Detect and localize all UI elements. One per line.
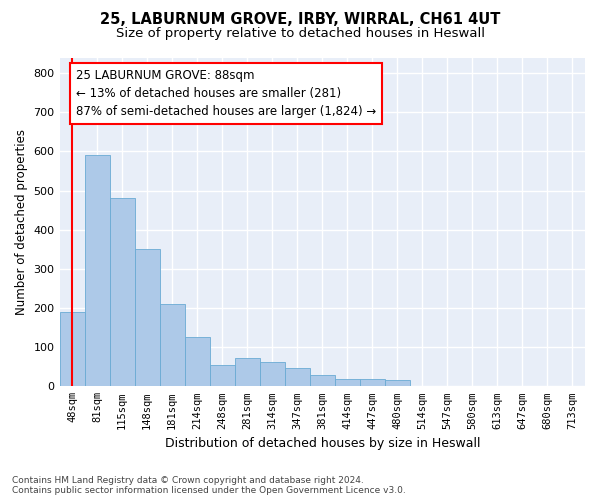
Text: Size of property relative to detached houses in Heswall: Size of property relative to detached ho… bbox=[115, 28, 485, 40]
Text: 25, LABURNUM GROVE, IRBY, WIRRAL, CH61 4UT: 25, LABURNUM GROVE, IRBY, WIRRAL, CH61 4… bbox=[100, 12, 500, 28]
Bar bbox=[209, 365, 235, 386]
Text: Contains HM Land Registry data © Crown copyright and database right 2024.
Contai: Contains HM Land Registry data © Crown c… bbox=[12, 476, 406, 495]
Bar bbox=[110, 198, 134, 386]
Bar bbox=[285, 368, 310, 386]
Text: 25 LABURNUM GROVE: 88sqm
← 13% of detached houses are smaller (281)
87% of semi-: 25 LABURNUM GROVE: 88sqm ← 13% of detach… bbox=[76, 69, 376, 118]
Bar bbox=[85, 156, 110, 386]
Bar bbox=[134, 250, 160, 386]
X-axis label: Distribution of detached houses by size in Heswall: Distribution of detached houses by size … bbox=[164, 437, 480, 450]
Bar bbox=[310, 376, 335, 386]
Bar bbox=[235, 358, 260, 386]
Bar bbox=[335, 380, 360, 386]
Y-axis label: Number of detached properties: Number of detached properties bbox=[15, 129, 28, 315]
Bar bbox=[360, 380, 385, 386]
Bar bbox=[185, 338, 209, 386]
Bar bbox=[260, 362, 285, 386]
Bar bbox=[385, 380, 410, 386]
Bar bbox=[160, 304, 185, 386]
Bar bbox=[59, 312, 85, 386]
